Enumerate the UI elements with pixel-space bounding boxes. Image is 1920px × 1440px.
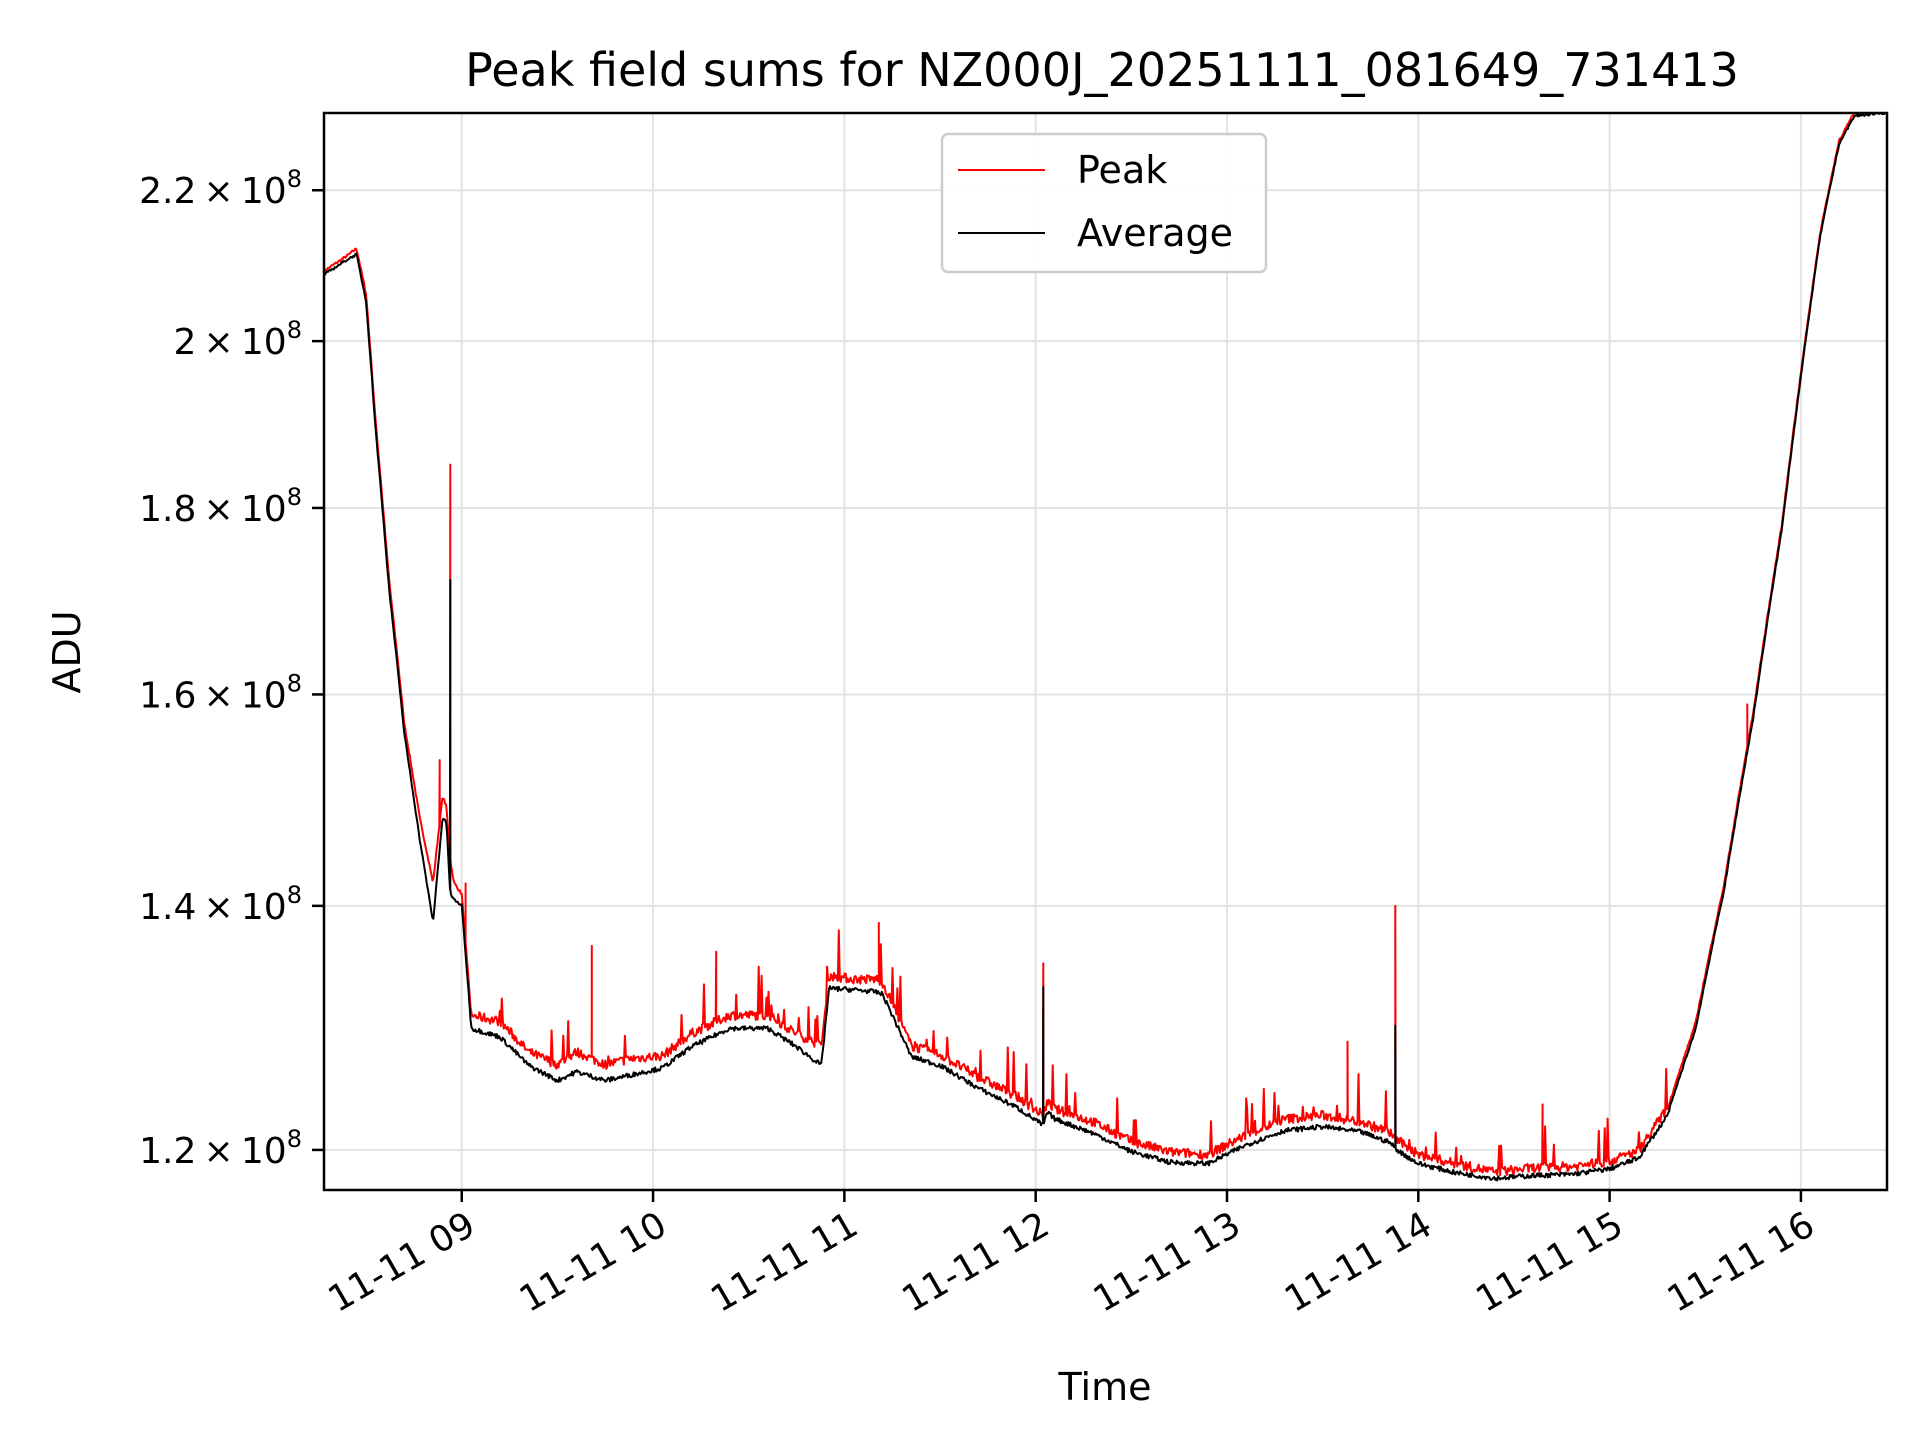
series-line-average — [324, 113, 1887, 1182]
series-line-peak — [324, 113, 1887, 1177]
y-tick-label: 1.4 × 108 — [139, 881, 302, 928]
y-tick-label: 1.2 × 108 — [139, 1125, 302, 1172]
chart-title: Peak field sums for NZ000J_20251111_0816… — [465, 43, 1739, 97]
y-tick-label: 2 × 108 — [173, 316, 302, 363]
x-axis-label: Time — [1058, 1365, 1152, 1409]
y-axis-label: ADU — [45, 610, 89, 693]
legend-average-label: Average — [1077, 211, 1233, 255]
legend-peak-label: Peak — [1077, 148, 1167, 192]
legend: Peak Average — [940, 132, 1268, 274]
y-tick-label: 1.8 × 108 — [139, 483, 302, 530]
y-tick-label: 2.2 × 108 — [139, 165, 302, 212]
y-tick-label: 1.6 × 108 — [139, 669, 302, 716]
plot-area — [324, 113, 1887, 1182]
y-axis: 1.2 × 108 1.4 × 108 1.6 × 108 1.8 × 108 2 × … — [139, 165, 324, 1172]
series-group — [324, 113, 1887, 1182]
plot-frame — [322, 111, 1889, 1192]
legend-box — [940, 132, 1268, 274]
